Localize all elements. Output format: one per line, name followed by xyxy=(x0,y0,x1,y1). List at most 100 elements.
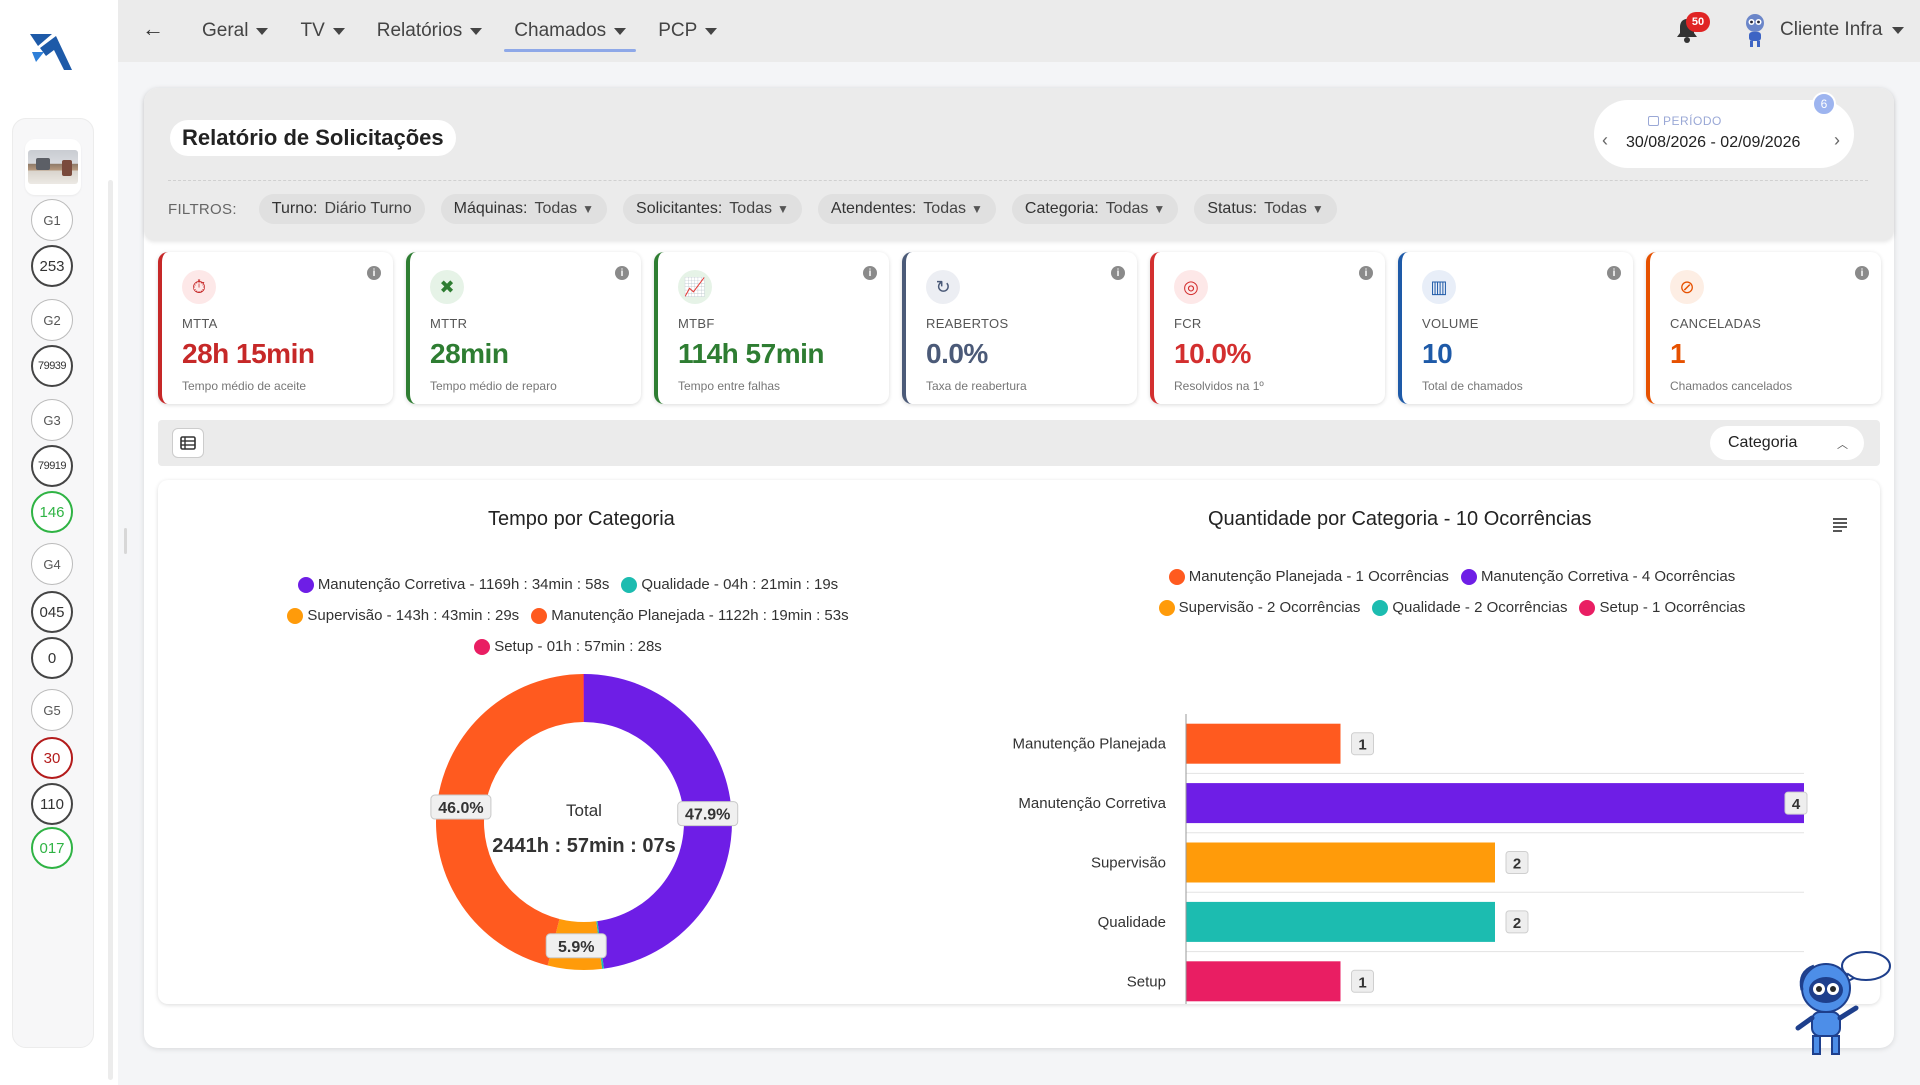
legend-item[interactable]: Setup - 1 Ocorrências xyxy=(1579,599,1745,616)
bar[interactable] xyxy=(1186,723,1341,764)
machine-badge[interactable]: 110 xyxy=(31,783,73,825)
legend-marker xyxy=(531,607,548,624)
legend-item[interactable]: Supervisão - 2 Ocorrências xyxy=(1158,599,1360,616)
machine-thumbnail[interactable] xyxy=(25,139,81,195)
chart-menu-icon[interactable] xyxy=(1830,514,1850,534)
kpi-card-mtbf[interactable]: 📈 i MTBF 114h 57min Tempo entre falhas xyxy=(654,252,889,404)
donut-slice[interactable] xyxy=(436,674,584,966)
machine-badge[interactable]: 0 xyxy=(31,637,73,679)
donut-slice[interactable] xyxy=(584,674,733,969)
filter-bar: FILTROS: Turno: Diário Turno Máquinas: Toda… xyxy=(168,194,1337,224)
kpi-value: 114h 57min xyxy=(678,338,824,369)
kpi-card-mttr[interactable]: ✖ i MTTR 28min Tempo médio de reparo xyxy=(406,252,641,404)
info-icon[interactable]: i xyxy=(863,266,877,280)
chevron-left-icon[interactable]: ‹ xyxy=(1602,130,1608,150)
filter-chip-categoria[interactable]: Categoria: Todas ▼ xyxy=(1011,194,1179,224)
machine-badge[interactable]: 79939 xyxy=(31,345,73,387)
machine-badge[interactable]: G2 xyxy=(31,299,73,341)
machine-badge[interactable]: G4 xyxy=(31,543,73,585)
legend-label: Manutenção Corretiva - 4 Ocorrências xyxy=(1480,568,1736,585)
machine-badge[interactable]: 253 xyxy=(31,245,73,287)
info-icon[interactable]: i xyxy=(1607,266,1621,280)
category-label: Manutenção Corretiva xyxy=(1018,795,1166,812)
kpi-card-canceladas[interactable]: ⊘ i CANCELADAS 1 Chamados cancelados xyxy=(1646,252,1881,404)
kpi-label: MTTR xyxy=(430,316,468,331)
kpi-card-fcr[interactable]: ◎ i FCR 10.0% Resolvidos na 1º xyxy=(1150,252,1385,404)
sidebar-scrollbar[interactable] xyxy=(108,180,113,1080)
nav-item-pcp[interactable]: PCP xyxy=(648,0,727,62)
filter-value: Todas xyxy=(534,200,578,217)
nav-item-chamados[interactable]: Chamados xyxy=(504,0,637,62)
legend-item[interactable]: Manutenção Planejada - 1122h : 19min : 5… xyxy=(531,607,849,624)
legend-item[interactable]: Supervisão - 143h : 43min : 29s xyxy=(287,607,519,624)
machine-badge[interactable]: 045 xyxy=(31,591,73,633)
nav-item-label: Geral xyxy=(202,20,249,41)
back-arrow-icon[interactable]: ← xyxy=(142,16,164,41)
bar[interactable] xyxy=(1186,842,1495,883)
info-icon[interactable]: i xyxy=(1855,266,1869,280)
legend-item[interactable]: Manutenção Corretiva - 4 Ocorrências xyxy=(1460,568,1736,585)
legend-marker xyxy=(474,638,491,655)
legend-item[interactable]: Manutenção Planejada - 1 Ocorrências xyxy=(1168,568,1449,585)
kpi-card-mtta[interactable]: ⏱ i MTTA 28h 15min Tempo médio de aceite xyxy=(158,252,393,404)
legend-item[interactable]: Manutenção Corretiva - 1169h : 34min : 5… xyxy=(297,576,610,593)
bar-data-label: 2 xyxy=(1505,910,1529,934)
machine-badge[interactable]: 30 xyxy=(31,737,73,779)
bar-data-label: 4 xyxy=(1784,791,1808,815)
period-selector[interactable]: ‹ PERÍODO 30/08/2026 - 02/09/2026 › xyxy=(1594,100,1854,168)
app-logo-icon[interactable] xyxy=(22,22,78,78)
kpi-description: Tempo médio de reparo xyxy=(430,379,557,393)
donut-slice[interactable] xyxy=(583,674,584,723)
donut-center-label: Total xyxy=(566,801,602,820)
legend-item[interactable]: Qualidade - 2 Ocorrências xyxy=(1372,599,1567,616)
filter-chip-solicitantes[interactable]: Solicitantes: Todas ▼ xyxy=(623,194,802,224)
machine-badge[interactable]: G1 xyxy=(31,199,73,241)
machine-badge[interactable]: G3 xyxy=(31,399,73,441)
refresh-icon: ↻ xyxy=(926,270,960,304)
kpi-card-reabertos[interactable]: ↻ i REABERTOS 0.0% Taxa de reabertura xyxy=(902,252,1137,404)
bar[interactable] xyxy=(1186,783,1804,824)
chart-toolbar: Categoria ︿ xyxy=(158,420,1880,466)
filter-chip-atendentes[interactable]: Atendentes: Todas ▼ xyxy=(817,194,996,224)
legend-marker xyxy=(1168,568,1185,585)
nav-item-tv[interactable]: TV xyxy=(290,0,354,62)
sidebar-resize-handle[interactable] xyxy=(124,528,127,554)
nav-item-label: Relatórios xyxy=(376,20,463,41)
info-icon[interactable]: i xyxy=(367,266,381,280)
bar[interactable] xyxy=(1186,901,1495,942)
kpi-description: Chamados cancelados xyxy=(1670,379,1793,393)
nav-item-label: PCP xyxy=(658,20,698,41)
filter-chip-status[interactable]: Status: Todas ▼ xyxy=(1194,194,1337,224)
legend-item[interactable]: Qualidade - 04h : 21min : 19s xyxy=(621,576,838,593)
machine-badge[interactable]: 79919 xyxy=(31,445,73,487)
bar[interactable] xyxy=(1186,961,1341,1002)
filter-chip-turno[interactable]: Turno: Diário Turno xyxy=(258,194,425,224)
machine-list[interactable]: G1 253 G2 79939 G3 79919 146 G4 045 0 G5 30 110 017 xyxy=(12,118,94,1048)
nav-item-geral[interactable]: Geral xyxy=(192,0,278,62)
info-icon[interactable]: i xyxy=(615,266,629,280)
nav-item-relatórios[interactable]: Relatórios xyxy=(367,0,493,62)
machine-badge[interactable]: 146 xyxy=(31,491,73,533)
machine-badge[interactable]: G5 xyxy=(31,689,73,731)
group-by-select[interactable]: Categoria ︿ xyxy=(1710,426,1864,460)
filter-key: Atendentes: xyxy=(830,200,917,217)
chevron-right-icon[interactable]: › xyxy=(1834,130,1840,150)
filter-value: Todas xyxy=(729,200,772,217)
help-assistant-icon[interactable] xyxy=(1786,948,1906,1066)
report-card: Relatório de Solicitações ‹ PERÍODO 30/0… xyxy=(144,88,1894,1048)
info-icon[interactable]: i xyxy=(1359,266,1373,280)
notification-count-badge: 50 xyxy=(1686,12,1710,32)
machine-badge[interactable]: 017 xyxy=(31,827,73,869)
legend-item[interactable]: Setup - 01h : 57min : 28s xyxy=(474,638,662,655)
filter-value: Todas xyxy=(1105,200,1149,217)
sidebar: G1 253 G2 79939 G3 79919 146 G4 045 0 G5 30 110 017 xyxy=(0,0,118,1085)
legend-label: Manutenção Corretiva - 1169h : 34min : 5… xyxy=(317,576,610,593)
table-view-button[interactable] xyxy=(172,428,204,458)
kpi-label: CANCELADAS xyxy=(1670,316,1762,331)
filter-chip-máquinas[interactable]: Máquinas: Todas ▼ xyxy=(440,194,608,224)
kpi-cards: ⏱ i MTTA 28h 15min Tempo médio de aceite ✖ i MT… xyxy=(158,252,1881,404)
info-icon[interactable]: i xyxy=(1111,266,1125,280)
user-menu[interactable]: Cliente Infra xyxy=(1740,12,1905,48)
kpi-card-volume[interactable]: ▥ i VOLUME 10 Total de chamados xyxy=(1398,252,1633,404)
group-by-value: Categoria xyxy=(1728,434,1798,451)
